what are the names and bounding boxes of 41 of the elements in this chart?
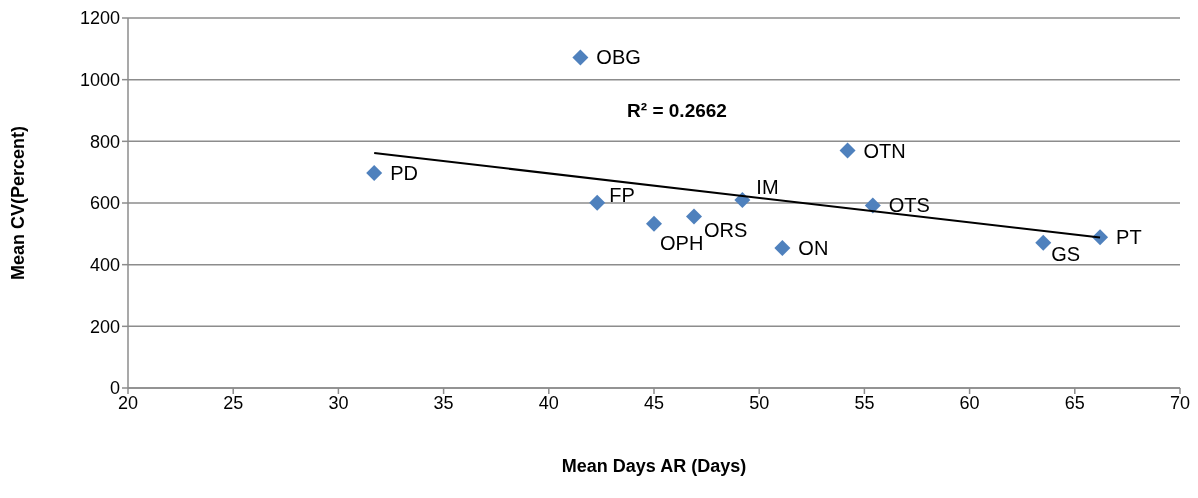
annotation: OTN [863,139,906,162]
x-tick-label: 35 [433,392,454,413]
x-tick-label: 50 [749,392,770,413]
point [774,240,791,257]
y-tick-label: 1000 [79,70,120,91]
annotation: ORS [703,218,748,241]
point [646,215,662,232]
annotation: ON [798,237,829,260]
x-tick-label: 60 [959,392,980,413]
y-tick-label: 600 [89,193,120,214]
annotation: OBG [596,46,641,69]
annotation: R² = 0.2662 [627,100,727,122]
y-tick-label: 400 [89,255,120,276]
annotation: IM [756,175,779,198]
x-tick-label: 20 [117,392,139,413]
annotation: PD [390,162,418,185]
y-tick-label: 0 [109,378,120,399]
y-tick-label: 800 [89,131,120,152]
annotation: GS [1051,242,1081,265]
x-tick-label: 55 [854,392,875,413]
point [839,142,856,159]
y-axis-title: Mean CV(Percent) [8,125,29,281]
x-tick-label: 70 [1169,392,1191,413]
y-tick-label: 1200 [79,8,120,29]
annotation: OTS [888,194,930,217]
x-tick-label: 65 [1064,392,1085,413]
x-tick-label: 30 [328,392,349,413]
point [366,165,383,182]
point [589,194,606,211]
point [685,208,702,225]
point [572,49,589,66]
annotation: PT [1116,226,1142,249]
annotation: FP [609,183,635,206]
x-tick-label: 25 [223,392,244,413]
annotation: OPH [660,231,704,254]
x-axis-title: Mean Days AR (Days) [561,456,747,476]
x-tick-label: 45 [643,392,665,413]
x-tick-label: 40 [538,392,559,413]
point [1035,234,1052,251]
point [864,197,881,214]
y-tick-label: 200 [89,316,120,337]
